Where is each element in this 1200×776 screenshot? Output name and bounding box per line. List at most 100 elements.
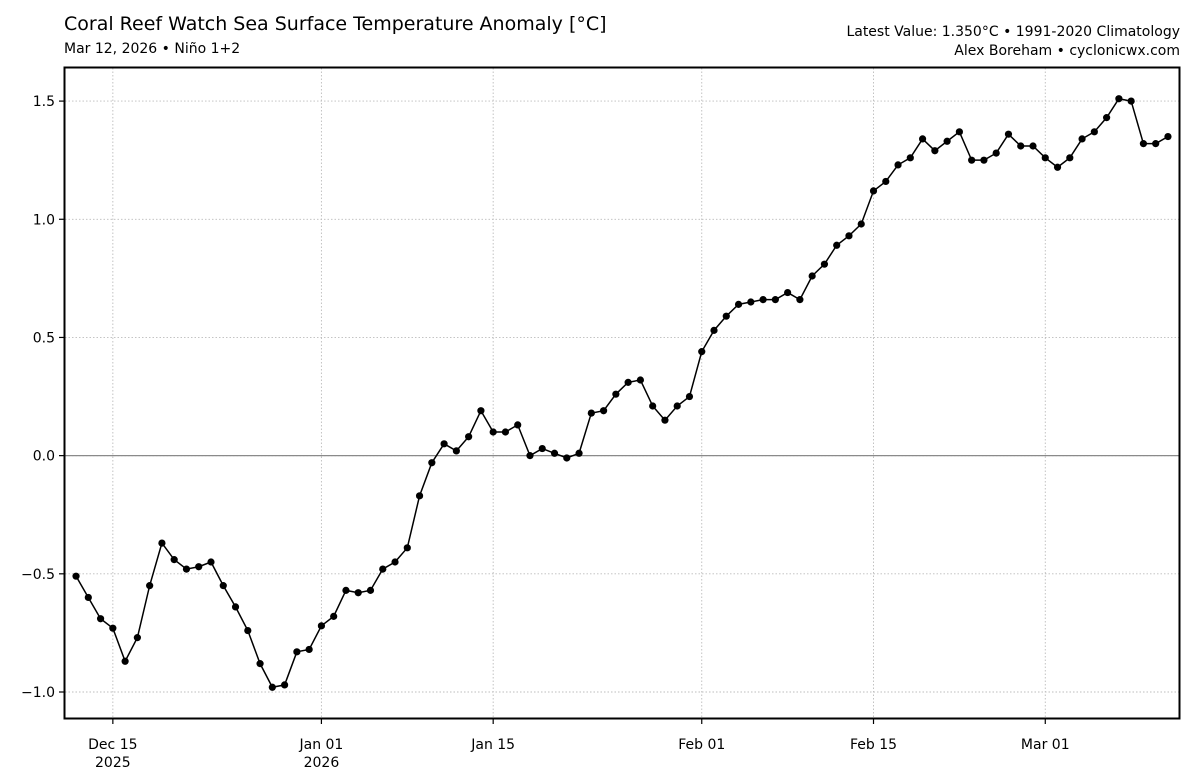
credit-text: Alex Boreham • cyclonicwx.com [954, 43, 1180, 59]
data-point [869, 187, 878, 195]
data-point [857, 220, 865, 228]
data-point [673, 402, 681, 410]
data-point [980, 156, 988, 164]
data-point [734, 300, 743, 308]
data-point [526, 452, 534, 460]
y-tick-label: −1.0 [21, 685, 55, 701]
data-point [354, 589, 362, 597]
data-point [649, 402, 657, 410]
data-point [759, 296, 767, 304]
data-point [477, 407, 485, 415]
data-point [244, 626, 252, 635]
x-tick-sublabel: 2026 [304, 755, 340, 771]
y-tick-label: −0.5 [21, 567, 55, 583]
data-point [1066, 154, 1074, 162]
data-point [1152, 140, 1160, 148]
data-point [722, 312, 730, 320]
data-point [305, 645, 313, 654]
data-point [710, 326, 718, 334]
data-point [170, 556, 178, 564]
grid [65, 68, 1179, 718]
data-point [514, 421, 522, 429]
y-tick-label: 0.0 [33, 449, 55, 465]
chart-title: Coral Reef Watch Sea Surface Temperature… [64, 13, 607, 35]
x-tick-label: Jan 01 [298, 737, 343, 753]
data-point [906, 154, 914, 162]
data-point [599, 407, 608, 415]
x-tick-label: Feb 01 [678, 737, 725, 753]
data-point [109, 624, 117, 632]
data-point [489, 428, 497, 436]
data-point [992, 149, 1000, 157]
data-point [256, 660, 264, 668]
data-point [1053, 163, 1062, 171]
data-point [698, 348, 706, 356]
y-tick-label: 1.5 [33, 94, 55, 110]
data-point [894, 161, 902, 169]
data-point [931, 147, 939, 155]
data-point [268, 683, 276, 691]
data-point [403, 544, 411, 552]
data-point [182, 565, 191, 573]
data-point [293, 648, 301, 656]
data-point [207, 558, 215, 566]
chart-info: Latest Value: 1.350°C • 1991-2020 Climat… [846, 23, 1180, 61]
data-point [440, 440, 448, 448]
x-tick-label: Mar 01 [1021, 737, 1070, 753]
data-point [1017, 142, 1025, 150]
data-point [612, 390, 620, 398]
data-point [685, 392, 694, 401]
x-tick-label: Dec 15 [88, 737, 137, 753]
data-point [943, 137, 951, 145]
data-point [146, 582, 154, 590]
data-point [784, 288, 792, 297]
chart-subtitle: Mar 12, 2026 • Niño 1+2 [64, 41, 241, 57]
y-tick-label: 0.5 [33, 330, 55, 346]
y-tick-label: 1.0 [33, 212, 55, 228]
data-point [968, 156, 976, 164]
y-axis: −1.0 −0.5 0.0 0.5 1.0 1.5 [21, 94, 65, 701]
data-point [845, 232, 853, 240]
data-point [550, 449, 559, 457]
data-point [330, 612, 338, 620]
data-point [955, 128, 963, 136]
data-point [796, 296, 804, 304]
data-point [1164, 132, 1172, 141]
data-points [72, 95, 1172, 691]
data-point [342, 586, 350, 594]
data-point [452, 447, 460, 455]
data-point [1139, 140, 1148, 148]
data-point [624, 378, 632, 386]
data-point [747, 298, 755, 306]
data-point [379, 565, 387, 573]
data-point [1004, 130, 1013, 138]
data-point [882, 177, 890, 186]
data-point [538, 444, 546, 453]
x-tick-label: Jan 15 [470, 737, 515, 753]
data-point [771, 296, 779, 304]
data-point [121, 657, 129, 665]
data-point [1127, 97, 1135, 105]
data-point [231, 603, 240, 611]
data-point [428, 459, 436, 467]
data-point [1029, 142, 1037, 150]
data-point [366, 586, 375, 594]
data-point [1078, 135, 1086, 143]
series-line [75, 97, 1169, 689]
data-point [465, 433, 473, 441]
data-point [317, 622, 326, 630]
data-point [636, 376, 645, 384]
data-point [575, 449, 583, 457]
data-point [96, 615, 105, 623]
data-point [84, 593, 92, 602]
data-point [1115, 95, 1123, 103]
data-point [219, 582, 227, 590]
data-point [195, 563, 203, 571]
latest-value-text: Latest Value: 1.350°C • 1991-2020 Climat… [846, 24, 1180, 40]
data-point [918, 135, 927, 143]
data-point [415, 492, 424, 500]
data-point [1103, 114, 1111, 122]
data-point [72, 572, 80, 580]
data-point [1090, 128, 1098, 136]
